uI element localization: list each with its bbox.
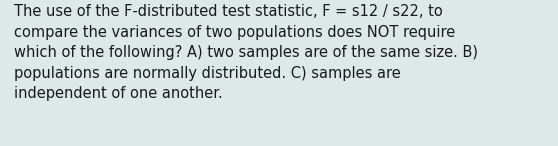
Text: The use of the F-distributed test statistic, F = s12 / s22, to
compare the varia: The use of the F-distributed test statis… xyxy=(14,4,478,101)
